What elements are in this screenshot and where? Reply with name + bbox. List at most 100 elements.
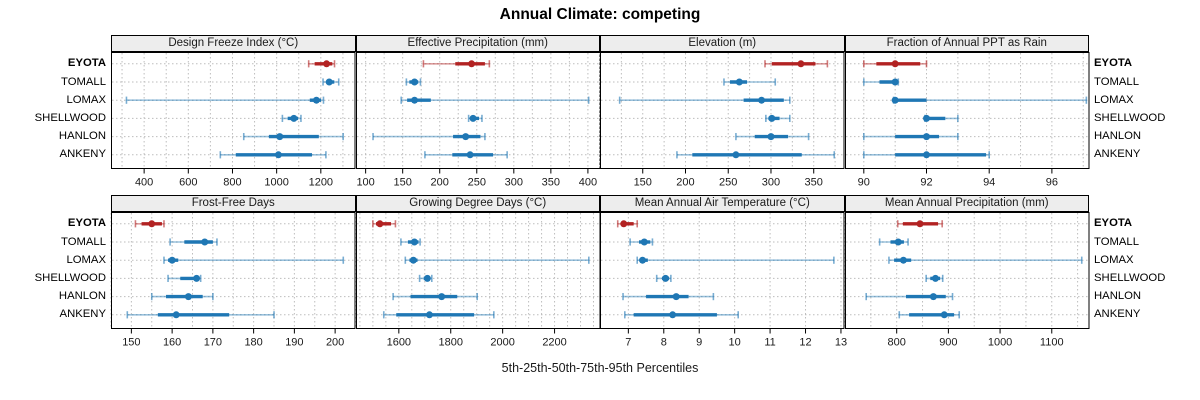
tick-label: 600	[179, 177, 197, 189]
errorbar-ankeny	[897, 311, 960, 319]
site-label-right-tomall: TOMALL	[1094, 235, 1139, 248]
tick-label: 150	[122, 337, 140, 349]
errorbar-eyota	[862, 60, 927, 68]
tick-label: 900	[939, 337, 957, 349]
site-label-right-shellwood: SHELLWOOD	[1094, 111, 1166, 124]
tick-label: 200	[676, 177, 694, 189]
panel-frost-free-days: Frost-Free Days 150 160 170 180 190 200	[110, 195, 356, 351]
errorbar-tomall	[629, 238, 654, 246]
tick-label: 13	[835, 337, 847, 349]
errorbar-eyota	[764, 60, 829, 68]
site-label-right-hanlon: HANLON	[1094, 130, 1142, 143]
tick-label: 800	[223, 177, 241, 189]
errorbar-shellwood	[418, 274, 433, 282]
x-axis-label: 5th-25th-50th-75th-95th Percentiles	[501, 361, 699, 375]
site-label-left-shellwood: SHELLWOOD	[34, 111, 106, 124]
site-label-left-shellwood: SHELLWOOD	[34, 271, 106, 284]
tick-label: 200	[430, 177, 448, 189]
tick-label: 170	[204, 337, 222, 349]
errorbar-hanlon	[391, 293, 478, 301]
site-label-left-tomall: TOMALL	[61, 235, 106, 248]
tick-label: 11	[764, 337, 775, 349]
tick-label: 1000	[264, 177, 288, 189]
panel-x-axis: 90 92 94 96	[857, 169, 1058, 189]
site-label-left-ankeny: ANKENY	[59, 148, 106, 161]
panel-growing-degree-days-c: Growing Degree Days (°C) 1600 1800 2000 2200	[355, 195, 600, 351]
site-label-right-eyota: EYOTA	[1094, 217, 1133, 230]
panel-fraction-of-annual-ppt-as-rain: Fraction of Annual PPT as Rain 90 92 94 96	[844, 35, 1089, 191]
panel-mean-annual-air-temperature-c: Mean Annual Air Temperature (°C) 7 8 9 10 11 1…	[600, 195, 847, 351]
errorbar-lomax	[125, 96, 325, 104]
errorbar-shellwood	[467, 114, 483, 122]
errorbar-hanlon	[862, 133, 959, 141]
errorbar-tomall	[405, 78, 421, 86]
panel-x-axis: 150 200 250 300 350	[634, 169, 823, 189]
errorbar-eyota	[134, 220, 165, 228]
tick-label: 8	[661, 337, 667, 349]
site-label-left-ankeny: ANKENY	[59, 308, 106, 321]
tick-label: 1000	[987, 337, 1011, 349]
errorbar-lomax	[891, 96, 1087, 104]
errorbar-tomall	[399, 238, 421, 246]
errorbar-tomall	[322, 78, 340, 86]
site-label-right-eyota: EYOTA	[1094, 57, 1133, 70]
errorbar-hanlon	[622, 293, 715, 301]
site-label-right-ankeny: ANKENY	[1094, 148, 1141, 161]
errorbar-lomax	[404, 256, 590, 264]
errorbar-lomax	[163, 256, 345, 264]
tick-label: 7	[625, 337, 631, 349]
tick-label: 150	[393, 177, 411, 189]
errorbar-ankeny	[126, 311, 275, 319]
panel-plot	[355, 212, 600, 329]
errorbar-hanlon	[371, 133, 486, 141]
tick-label: 400	[578, 177, 596, 189]
errorbar-shellwood	[655, 274, 672, 282]
panel-plot	[844, 52, 1089, 169]
panel-elevation-m: Elevation (m) 150 200 250 300 350	[599, 35, 845, 191]
site-label-right-tomall: TOMALL	[1094, 75, 1139, 88]
errorbar-hanlon	[242, 133, 344, 141]
site-label-left-lomax: LOMAX	[66, 253, 106, 266]
tick-label: 300	[762, 177, 780, 189]
errorbar-eyota	[616, 220, 639, 228]
site-label-right-hanlon: HANLON	[1094, 290, 1142, 303]
errorbar-eyota	[307, 60, 336, 68]
panel-header: Mean Annual Air Temperature (°C)	[600, 195, 845, 212]
panel-x-axis: 400 600 800 1000 1200	[135, 169, 333, 189]
panel-plot	[110, 212, 356, 329]
panel-header: Mean Annual Precipitation (mm)	[844, 195, 1089, 212]
site-label-left-eyota: EYOTA	[67, 57, 106, 70]
panel-header: Design Freeze Index (°C)	[111, 35, 356, 52]
errorbar-tomall	[723, 78, 777, 86]
tick-label: 94	[983, 177, 995, 189]
errorbar-lomax	[399, 96, 589, 104]
site-label-left-hanlon: HANLON	[58, 130, 106, 143]
panel-header: Frost-Free Days	[111, 195, 356, 212]
errorbar-tomall	[878, 238, 909, 246]
errorbar-ankeny	[676, 151, 836, 159]
tick-label: 10	[729, 337, 741, 349]
site-label-right-lomax: LOMAX	[1094, 253, 1134, 266]
panel-plot	[600, 212, 845, 329]
panel-mean-annual-precipitation-mm: Mean Annual Precipitation (mm) 800 900 1000…	[844, 195, 1089, 351]
tick-label: 150	[634, 177, 652, 189]
tick-label: 350	[541, 177, 559, 189]
panel-design-freeze-index-c: Design Freeze Index (°C) 400 600 800 1000 120…	[111, 35, 356, 191]
tick-label: 90	[857, 177, 869, 189]
panel-header: Fraction of Annual PPT as Rain	[844, 35, 1089, 52]
errorbar-hanlon	[150, 293, 214, 301]
tick-label: 2200	[542, 337, 566, 349]
tick-label: 400	[135, 177, 153, 189]
panel-plot	[111, 52, 356, 169]
errorbar-lomax	[618, 96, 791, 104]
errorbar-lomax	[636, 256, 835, 264]
tick-label: 160	[163, 337, 181, 349]
panel-effective-precipitation-mm: Effective Precipitation (mm) 100 150 200 250…	[355, 35, 600, 191]
errorbar-tomall	[169, 238, 218, 246]
errorbar-shellwood	[924, 274, 943, 282]
site-label-right-ankeny: ANKENY	[1094, 308, 1141, 321]
tick-label: 250	[467, 177, 485, 189]
tick-label: 12	[799, 337, 811, 349]
panel-plot	[355, 52, 600, 169]
